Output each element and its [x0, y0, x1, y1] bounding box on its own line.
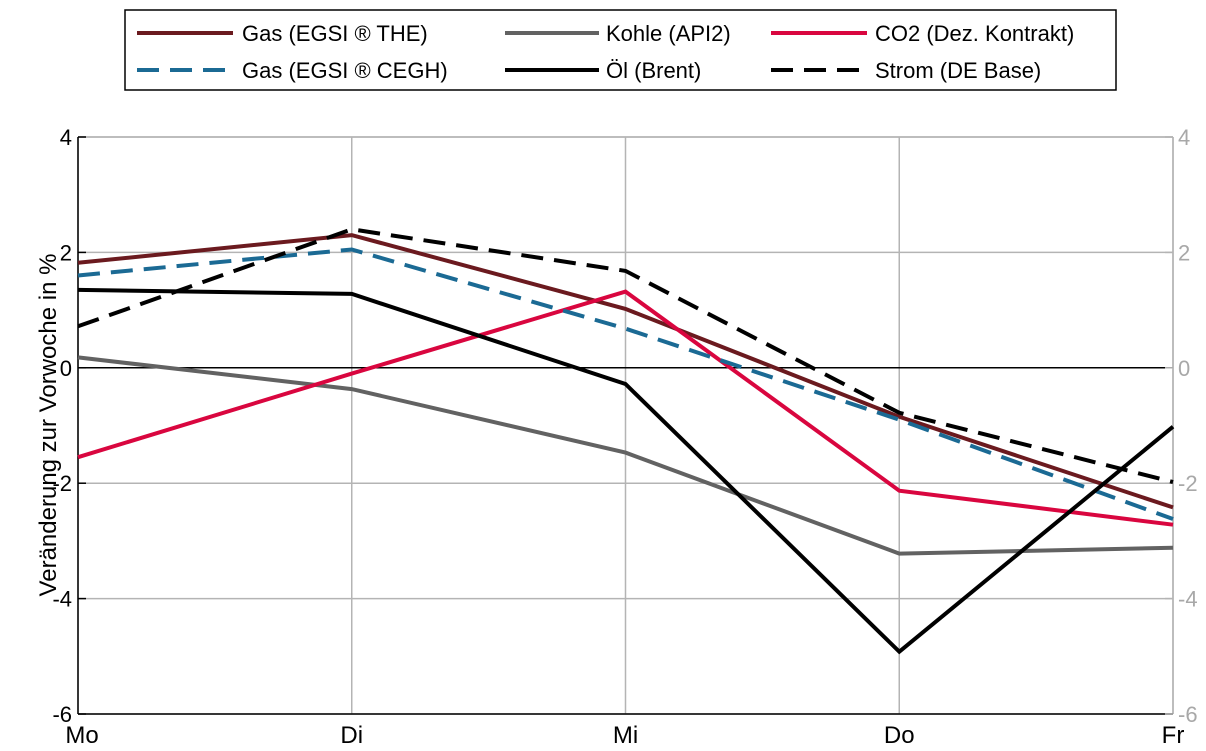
y-tick-label-right: -2 [1178, 471, 1198, 496]
x-tick-label: Di [340, 722, 363, 749]
y-tick-label-left: -4 [52, 587, 72, 612]
y-tick-label-left: -2 [52, 471, 72, 496]
grid-layer [77, 136, 1174, 715]
legend-entry-label: CO2 (Dez. Kontrakt) [875, 21, 1074, 46]
series-line-6 [77, 227, 1174, 484]
y-tick-label-left: 0 [60, 356, 72, 381]
series-line-3 [77, 289, 1174, 527]
y-tick-label-left: 2 [60, 240, 72, 265]
legend-entry-label: Gas (EGSI ® THE) [242, 21, 428, 46]
legend-box [124, 9, 1117, 91]
legend-entry-label: Gas (EGSI ® CEGH) [242, 58, 448, 83]
y-axis-label: Veränderung zur Vorwoche in % [35, 254, 62, 597]
y-tick-label-left: 4 [60, 125, 72, 150]
x-tick-label: Do [884, 722, 915, 749]
legend-entry-label: Öl (Brent) [606, 58, 701, 83]
x-tick-label: Fr [1162, 722, 1185, 749]
y-tick-label-right: 4 [1178, 125, 1190, 150]
series-line-2 [77, 355, 1174, 556]
series-line-1 [77, 233, 1174, 510]
x-tick-label: Mo [65, 722, 98, 749]
y-tick-label-right: 0 [1178, 356, 1190, 381]
axes-layer: -6 -6 -4 -4 -2 -2 0 0 2 2 4 4 Mo Di Mi Do Fr [52, 125, 1197, 749]
series-line-4 [77, 247, 1174, 521]
y-tick-label-right: -4 [1178, 587, 1198, 612]
series-layer [77, 227, 1175, 655]
x-tick-label: Mi [613, 722, 638, 749]
legend-entry-label: Kohle (API2) [606, 21, 731, 46]
y-tick-label-right: 2 [1178, 240, 1190, 265]
legend: Gas (EGSI ® THE) Kohle (API2) CO2 (Dez. Ko… [124, 9, 1117, 91]
y-tick-label-right: -6 [1178, 702, 1198, 727]
legend-entry-label: Strom (DE Base) [875, 58, 1041, 83]
series-line-5 [77, 287, 1175, 655]
y-tick-label-left: -6 [52, 702, 72, 727]
